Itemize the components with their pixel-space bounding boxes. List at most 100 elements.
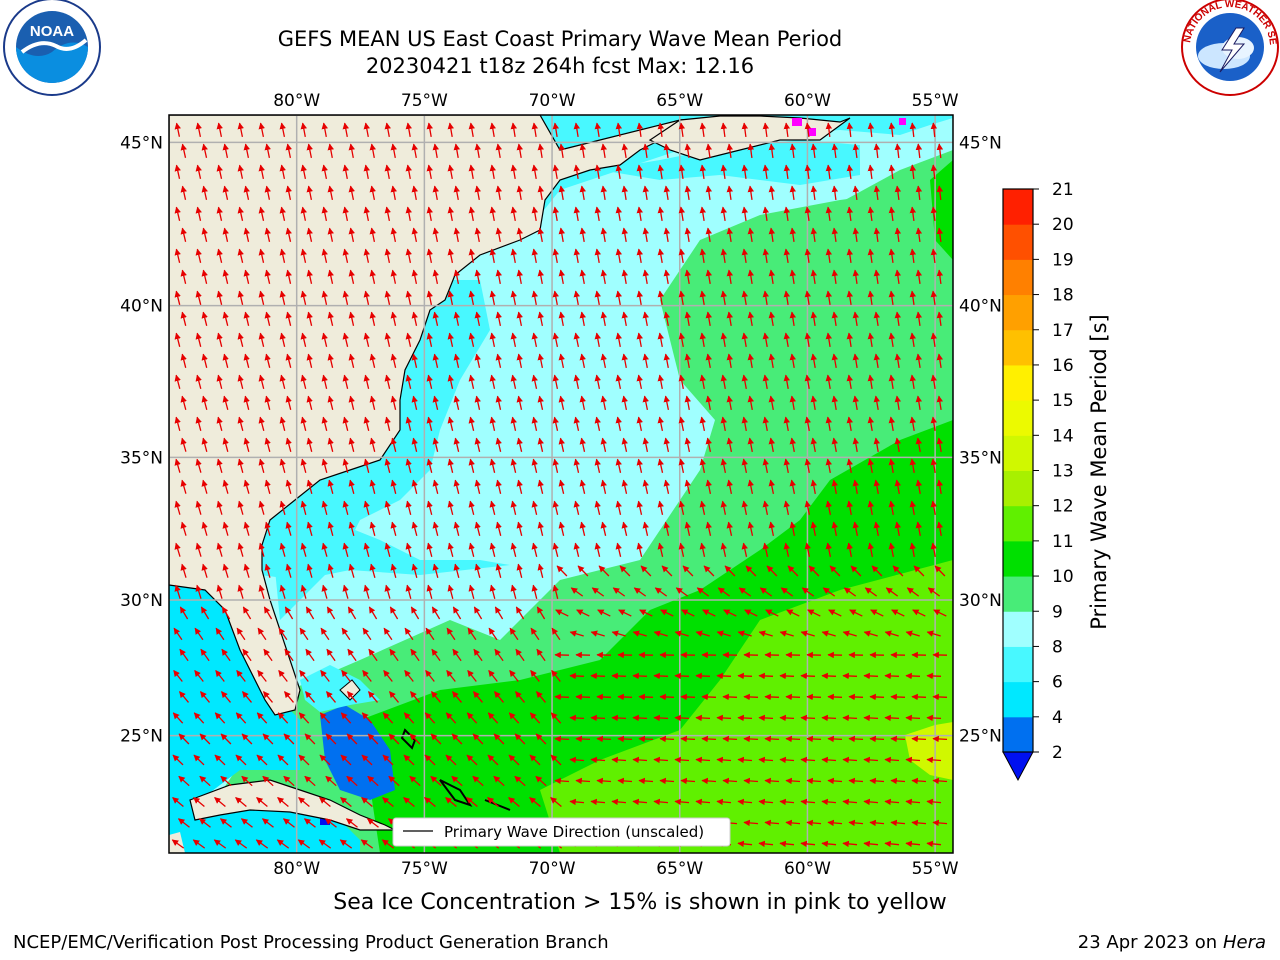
colorbar-tick-label: 8 <box>1052 637 1063 657</box>
wave-arrow <box>759 718 773 719</box>
wave-arrow <box>828 739 842 740</box>
colorbar-tick-label: 10 <box>1052 567 1074 587</box>
wave-arrow <box>675 718 689 719</box>
colorbar-tick-label: 21 <box>1052 180 1074 200</box>
wave-arrow <box>660 739 674 740</box>
colorbar-tick-label: 20 <box>1052 215 1074 235</box>
lon-tick-label-bottom: 80°W <box>273 859 320 879</box>
colorbar-segment <box>1003 295 1033 331</box>
lon-tick-label-top: 55°W <box>912 91 959 111</box>
wave-arrow <box>885 676 899 677</box>
wave-arrow <box>759 676 773 677</box>
lon-tick-label-top: 80°W <box>273 91 320 111</box>
wave-arrow <box>870 697 884 698</box>
colorbar-tick-label: 13 <box>1052 462 1074 482</box>
wave-arrow <box>822 676 836 677</box>
wave-arrow <box>696 718 710 719</box>
wave-arrow <box>906 676 920 677</box>
wave-arrow <box>654 676 668 677</box>
colorbar-segment <box>1003 224 1033 260</box>
colorbar-tick-label: 15 <box>1052 391 1074 411</box>
noaa-logo: NOAA <box>4 0 100 95</box>
wave-arrow <box>576 739 590 740</box>
wave-arrow <box>576 697 590 698</box>
wave-arrow <box>828 697 842 698</box>
colorbar-tick-label: 17 <box>1052 321 1074 341</box>
colorbar-tick-label: 14 <box>1052 426 1074 446</box>
wave-arrow <box>843 676 857 677</box>
wave-arrow <box>906 718 920 719</box>
wave-arrow <box>570 676 584 677</box>
colorbar-segment <box>1003 259 1033 295</box>
wave-arrow <box>780 718 794 719</box>
lon-tick-label-bottom: 55°W <box>912 859 959 879</box>
colorbar-tick-label: 2 <box>1052 743 1063 763</box>
wave-arrow <box>675 676 689 677</box>
wave-arrow <box>639 739 653 740</box>
wave-arrow <box>555 697 569 698</box>
colorbar-segment <box>1003 682 1033 718</box>
wave-arrow <box>591 718 605 719</box>
wave-arrow <box>891 739 905 740</box>
footer-date: 23 Apr 2023 on Hera <box>1078 932 1266 953</box>
colorbar-tick-label: 19 <box>1052 250 1074 270</box>
colorbar-segment <box>1003 330 1033 366</box>
wave-arrow <box>933 739 947 740</box>
wave-arrow <box>864 718 878 719</box>
wave-arrow <box>702 697 716 698</box>
sea-ice-patch <box>792 118 802 126</box>
colorbar-segment <box>1003 471 1033 507</box>
colorbar: 24689101112131415161718192021 Primary Wa… <box>1003 180 1111 780</box>
wave-arrow <box>843 718 857 719</box>
colorbar-tick-label: 4 <box>1052 708 1063 728</box>
wave-arrow <box>786 739 800 740</box>
map-legend: Primary Wave Direction (unscaled) <box>393 818 730 846</box>
wave-arrow <box>744 697 758 698</box>
wave-arrow <box>717 718 731 719</box>
lon-tick-label-top: 60°W <box>784 91 831 111</box>
colorbar-tick-label: 9 <box>1052 602 1063 622</box>
footer-credit: NCEP/EMC/Verification Post Processing Pr… <box>13 932 609 953</box>
colorbar-label: Primary Wave Mean Period [s] <box>1087 314 1111 630</box>
wave-arrow <box>765 697 779 698</box>
wave-arrow <box>681 697 695 698</box>
wave-arrow <box>807 739 821 740</box>
svg-text:NATIONAL WEATHER SERVICE: NATIONAL WEATHER SERVICE <box>0 0 1278 46</box>
wave-arrow <box>660 697 674 698</box>
wave-arrow <box>612 676 626 677</box>
wave-arrow <box>597 697 611 698</box>
lat-tick-label-left: 35°N <box>120 448 163 468</box>
lon-tick-label-top: 75°W <box>401 91 448 111</box>
wave-arrow <box>633 718 647 719</box>
lon-tick-label-bottom: 75°W <box>401 859 448 879</box>
legend-label: Primary Wave Direction (unscaled) <box>444 823 704 841</box>
wave-arrow <box>591 676 605 677</box>
lon-tick-label-bottom: 60°W <box>784 859 831 879</box>
wave-arrow <box>912 739 926 740</box>
colorbar-tick-label: 16 <box>1052 356 1074 376</box>
footer-date-text: 23 Apr 2023 on <box>1078 932 1223 953</box>
lat-tick-label-right: 25°N <box>959 727 1002 747</box>
wave-arrow <box>849 697 863 698</box>
colorbar-segment <box>1003 365 1033 401</box>
lat-tick-label-left: 25°N <box>120 727 163 747</box>
wave-arrow <box>864 676 878 677</box>
map-area <box>169 115 953 853</box>
wave-arrow <box>927 718 941 719</box>
colorbar-segment <box>1003 189 1033 225</box>
colorbar-segment <box>1003 435 1033 471</box>
colorbar-tick-label: 12 <box>1052 497 1074 517</box>
noaa-logo-text: NOAA <box>30 23 74 40</box>
lat-tick-label-left: 30°N <box>120 591 163 611</box>
lat-tick-label-right: 45°N <box>959 133 1002 153</box>
wave-arrow <box>618 739 632 740</box>
nws-logo: NATIONAL WEATHER SERVICE <box>0 0 1278 95</box>
wave-arrow <box>870 739 884 740</box>
wave-arrow <box>801 718 815 719</box>
wave-arrow <box>933 697 947 698</box>
lat-tick-label-left: 45°N <box>120 133 163 153</box>
lat-tick-label-right: 40°N <box>959 297 1002 317</box>
colorbar-segment <box>1003 400 1033 436</box>
wave-arrow <box>696 676 710 677</box>
